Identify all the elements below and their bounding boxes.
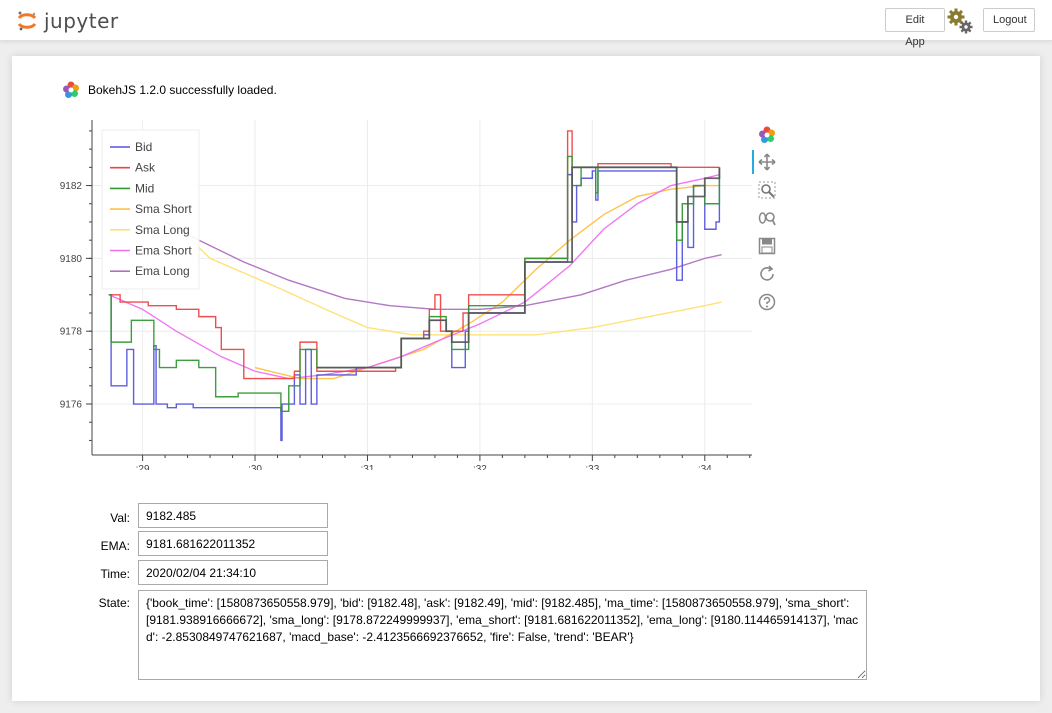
help-icon[interactable] xyxy=(758,293,776,311)
logout-button[interactable]: Logout xyxy=(983,8,1035,32)
x-tick-label: :31 xyxy=(361,464,375,470)
val-label: Val: xyxy=(110,511,130,525)
legend-label: Mid xyxy=(135,181,154,195)
jupyter-logo[interactable]: jupyter xyxy=(16,8,119,34)
series-line-sma-short xyxy=(254,184,720,380)
bokeh-logo-icon xyxy=(63,81,79,98)
save-icon[interactable] xyxy=(758,237,776,255)
y-tick-label: 9180 xyxy=(60,254,82,265)
notebook-container: BokehJS 1.2.0 successfully loaded. :29 :3… xyxy=(12,56,1040,701)
pan-tool-icon[interactable] xyxy=(758,153,776,171)
plot-series xyxy=(108,130,722,442)
series-line-price xyxy=(316,166,721,369)
box-zoom-icon[interactable] xyxy=(758,181,776,199)
plot-legend: Bid Ask Mid Sma Short Sma Long Ema Short Ema L… xyxy=(101,129,200,290)
reset-icon[interactable] xyxy=(758,265,776,283)
bokeh-status-text: BokehJS 1.2.0 successfully loaded. xyxy=(88,83,277,97)
legend-label: Ema Long xyxy=(135,264,190,278)
legend-label: Bid xyxy=(135,140,152,154)
x-tick-label: :29 xyxy=(136,464,150,470)
val-input[interactable] xyxy=(138,503,328,528)
legend-label: Sma Long xyxy=(135,223,190,237)
series-line-ema-long xyxy=(164,221,722,311)
ema-input[interactable] xyxy=(138,531,328,556)
time-label: Time: xyxy=(100,567,130,581)
ema-label: EMA: xyxy=(100,539,130,553)
legend-label: Sma Short xyxy=(135,202,192,216)
header-bar: jupyter Edit App Logout xyxy=(0,0,1052,48)
y-tick-label: 9182 xyxy=(60,181,82,192)
legend-label: Ema Short xyxy=(135,244,192,258)
series-line-ema-short xyxy=(108,173,720,380)
y-tick-label: 9176 xyxy=(60,400,82,411)
x-tick-label: :32 xyxy=(473,464,487,470)
time-input[interactable] xyxy=(138,560,328,585)
legend-label: Ask xyxy=(135,161,156,175)
bokeh-plot[interactable]: :29 :30 :31 :32 :33 :34 9176 9178 9180 9182 Bid As… xyxy=(60,120,760,470)
y-tick-label: 9178 xyxy=(60,327,82,338)
logo-text: jupyter xyxy=(44,9,119,33)
x-tick-label: :34 xyxy=(698,464,712,470)
gears-icon xyxy=(947,8,973,34)
x-tick-label: :33 xyxy=(585,464,599,470)
wheel-zoom-icon[interactable] xyxy=(758,209,776,227)
series-line-sma-long xyxy=(164,214,722,336)
active-tool-indicator xyxy=(752,150,754,174)
edit-app-button[interactable]: Edit App xyxy=(885,8,945,48)
state-label: State: xyxy=(98,596,130,610)
x-tick-label: :30 xyxy=(248,464,262,470)
jupyter-logo-icon xyxy=(17,11,37,31)
plot-axes: :29 :30 :31 :32 :33 :34 9176 9178 9180 9182 xyxy=(60,120,752,470)
state-textarea[interactable]: {'book_time': [1580873650558.979], 'bid'… xyxy=(138,590,867,680)
bokeh-status: BokehJS 1.2.0 successfully loaded. xyxy=(62,81,277,99)
series-line-mid xyxy=(108,155,721,413)
bokeh-logo-icon[interactable] xyxy=(758,126,776,144)
